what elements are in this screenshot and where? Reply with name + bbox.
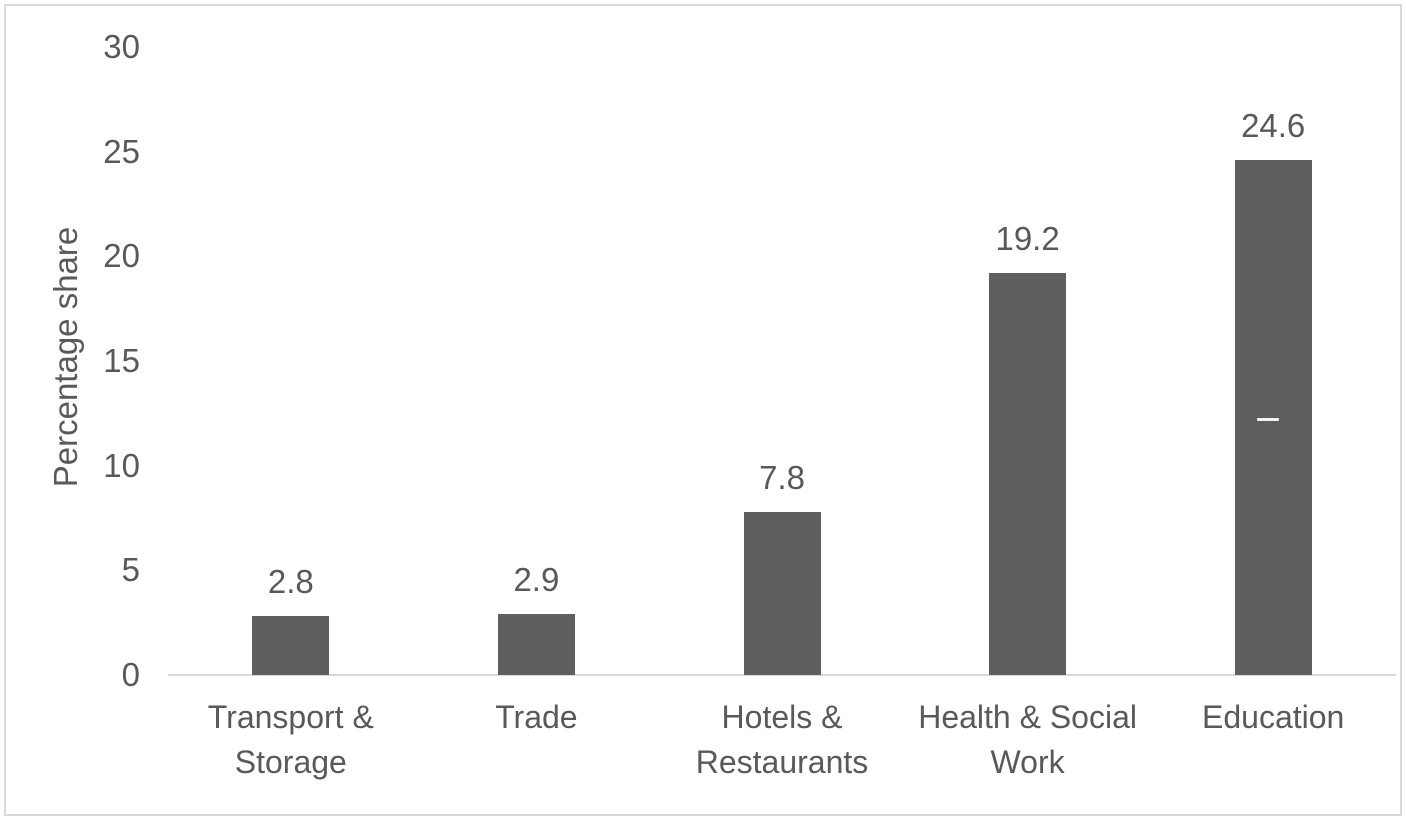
bar-value-label: 2.8: [267, 563, 314, 601]
y-tick-label: 15: [103, 342, 140, 379]
bar-value-label: 24.6: [1241, 107, 1306, 145]
category-label: Transport & Storage: [207, 699, 374, 780]
y-tick-label: 5: [121, 551, 140, 589]
category-label: Education: [1202, 699, 1345, 735]
category-label: Health & Social Work: [918, 699, 1137, 780]
bar-value-label: 2.9: [513, 561, 560, 599]
bar-2: [497, 614, 575, 675]
chart-frame-border: [4, 4, 1402, 816]
bar-1: [252, 616, 330, 675]
y-tick-label: 0: [121, 656, 140, 693]
y-tick-label: 10: [103, 446, 140, 484]
category-label: Trade: [495, 699, 578, 735]
category-label: Hotels & Restaurants: [695, 699, 869, 780]
x-axis-line: [168, 674, 1396, 676]
bar-4: [989, 273, 1067, 675]
white-dash-artifact: [1257, 418, 1280, 422]
bar-5: [1234, 160, 1312, 675]
bar-value-label: 7.8: [759, 458, 805, 496]
y-tick-label: 25: [103, 132, 140, 170]
bar-3: [743, 511, 821, 675]
y-tick-label: 30: [103, 28, 140, 65]
bar-value-label: 19.2: [995, 220, 1060, 258]
y-tick-label: 20: [103, 237, 140, 275]
